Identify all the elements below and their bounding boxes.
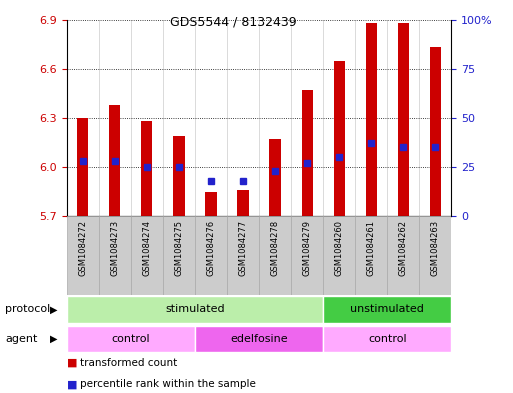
Text: control: control	[368, 334, 407, 344]
Bar	[259, 216, 291, 295]
Bar	[323, 296, 451, 323]
Text: GSM1084277: GSM1084277	[239, 220, 248, 276]
Text: ▶: ▶	[50, 334, 57, 344]
Bar	[398, 23, 409, 216]
Bar	[195, 326, 323, 352]
Bar	[109, 105, 121, 216]
Text: GSM1084275: GSM1084275	[174, 220, 184, 276]
Bar	[323, 326, 451, 352]
Text: GSM1084261: GSM1084261	[367, 220, 376, 276]
Text: edelfosine: edelfosine	[230, 334, 288, 344]
Text: GSM1084262: GSM1084262	[399, 220, 408, 276]
Bar	[291, 216, 323, 295]
Bar	[67, 296, 323, 323]
Bar	[77, 118, 88, 216]
Bar	[269, 139, 281, 216]
Text: control: control	[111, 334, 150, 344]
Text: ■: ■	[67, 358, 77, 367]
Bar	[227, 216, 259, 295]
Text: ■: ■	[67, 379, 77, 389]
Bar	[238, 190, 249, 216]
Bar	[333, 61, 345, 216]
Text: percentile rank within the sample: percentile rank within the sample	[80, 379, 255, 389]
Text: GSM1084263: GSM1084263	[431, 220, 440, 276]
Bar	[195, 216, 227, 295]
Bar	[173, 136, 185, 216]
Bar	[67, 216, 98, 295]
Bar	[420, 216, 451, 295]
Text: unstimulated: unstimulated	[350, 305, 424, 314]
Bar	[366, 23, 377, 216]
Bar	[205, 192, 216, 216]
Bar	[98, 216, 131, 295]
Text: GSM1084260: GSM1084260	[334, 220, 344, 276]
Bar	[163, 216, 195, 295]
Text: GSM1084276: GSM1084276	[206, 220, 215, 276]
Bar	[131, 216, 163, 295]
Bar	[387, 216, 420, 295]
Text: GSM1084278: GSM1084278	[270, 220, 280, 276]
Bar	[141, 121, 152, 216]
Text: protocol: protocol	[5, 305, 50, 314]
Bar	[323, 216, 355, 295]
Text: GDS5544 / 8132439: GDS5544 / 8132439	[170, 16, 297, 29]
Text: transformed count: transformed count	[80, 358, 177, 367]
Bar	[355, 216, 387, 295]
Text: GSM1084274: GSM1084274	[142, 220, 151, 276]
Text: GSM1084272: GSM1084272	[78, 220, 87, 276]
Text: agent: agent	[5, 334, 37, 344]
Bar	[430, 48, 441, 216]
Text: stimulated: stimulated	[165, 305, 225, 314]
Bar	[67, 326, 195, 352]
Text: GSM1084273: GSM1084273	[110, 220, 120, 276]
Bar	[302, 90, 313, 216]
Text: ▶: ▶	[50, 305, 57, 314]
Text: GSM1084279: GSM1084279	[303, 220, 312, 276]
